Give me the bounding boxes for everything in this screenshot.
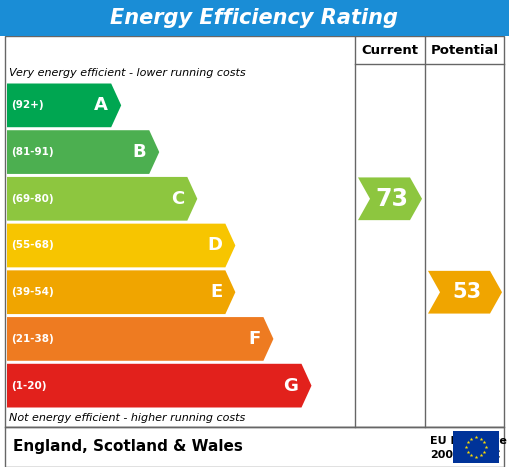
Text: G: G bbox=[284, 377, 298, 395]
Text: (55-68): (55-68) bbox=[11, 241, 54, 250]
Text: 2002/91/EC: 2002/91/EC bbox=[430, 450, 500, 460]
Text: C: C bbox=[171, 190, 184, 208]
Polygon shape bbox=[7, 364, 312, 408]
Text: (1-20): (1-20) bbox=[11, 381, 46, 390]
Text: 53: 53 bbox=[453, 282, 482, 302]
Text: E: E bbox=[210, 283, 222, 301]
Text: Energy Efficiency Rating: Energy Efficiency Rating bbox=[110, 8, 399, 28]
Text: (69-80): (69-80) bbox=[11, 194, 53, 204]
Polygon shape bbox=[7, 270, 235, 314]
Text: (92+): (92+) bbox=[11, 100, 44, 110]
Polygon shape bbox=[7, 317, 273, 361]
Text: Current: Current bbox=[361, 43, 418, 57]
Text: A: A bbox=[94, 96, 108, 114]
Text: 73: 73 bbox=[376, 187, 409, 211]
Polygon shape bbox=[7, 84, 121, 127]
Text: B: B bbox=[133, 143, 146, 161]
Polygon shape bbox=[7, 130, 159, 174]
Bar bbox=[5, 427, 504, 467]
Polygon shape bbox=[7, 224, 235, 267]
Bar bbox=[5, 36, 504, 427]
Text: (81-91): (81-91) bbox=[11, 147, 53, 157]
Bar bbox=[0, 0, 509, 36]
Text: (21-38): (21-38) bbox=[11, 334, 54, 344]
Polygon shape bbox=[7, 177, 197, 220]
Text: Potential: Potential bbox=[431, 43, 499, 57]
Text: Not energy efficient - higher running costs: Not energy efficient - higher running co… bbox=[9, 413, 245, 423]
Text: D: D bbox=[207, 236, 222, 255]
Polygon shape bbox=[358, 177, 422, 220]
Text: (39-54): (39-54) bbox=[11, 287, 54, 297]
Text: England, Scotland & Wales: England, Scotland & Wales bbox=[13, 439, 243, 454]
Text: EU Directive: EU Directive bbox=[430, 436, 507, 446]
Polygon shape bbox=[428, 271, 502, 313]
Bar bbox=[453, 431, 499, 463]
Text: F: F bbox=[248, 330, 261, 348]
Text: Very energy efficient - lower running costs: Very energy efficient - lower running co… bbox=[9, 68, 246, 78]
